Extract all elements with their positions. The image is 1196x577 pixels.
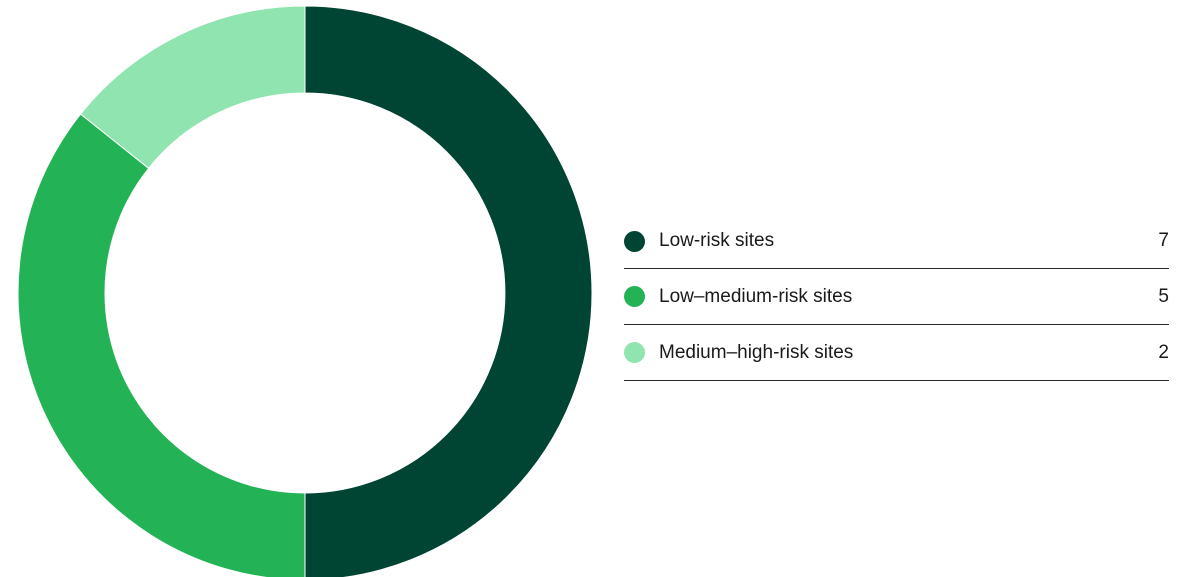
donut-slice-medium-high-risk (79, 5, 306, 170)
legend-item-medium-high-risk: Medium–high-risk sites 2 (624, 325, 1169, 381)
legend-item-low-medium-risk: Low–medium-risk sites 5 (624, 269, 1169, 325)
legend-label: Medium–high-risk sites (659, 341, 854, 363)
donut-chart (17, 5, 593, 577)
donut-slice-low-medium-risk (17, 113, 306, 577)
legend-swatch-medium-high-risk (624, 342, 645, 363)
legend-value: 2 (1158, 341, 1169, 363)
legend-value: 5 (1158, 285, 1169, 307)
legend-swatch-low-risk (624, 230, 645, 252)
legend-value: 7 (1158, 230, 1169, 251)
legend-label: Low-risk sites (659, 230, 775, 251)
legend-label: Low–medium-risk sites (659, 285, 853, 307)
donut-slice-low-risk (304, 5, 593, 577)
legend-item-low-risk: Low-risk sites 7 (624, 214, 1169, 269)
legend: Low-risk sites 7 Low–medium-risk sites 5… (624, 214, 1169, 381)
legend-swatch-low-medium-risk (624, 286, 645, 307)
